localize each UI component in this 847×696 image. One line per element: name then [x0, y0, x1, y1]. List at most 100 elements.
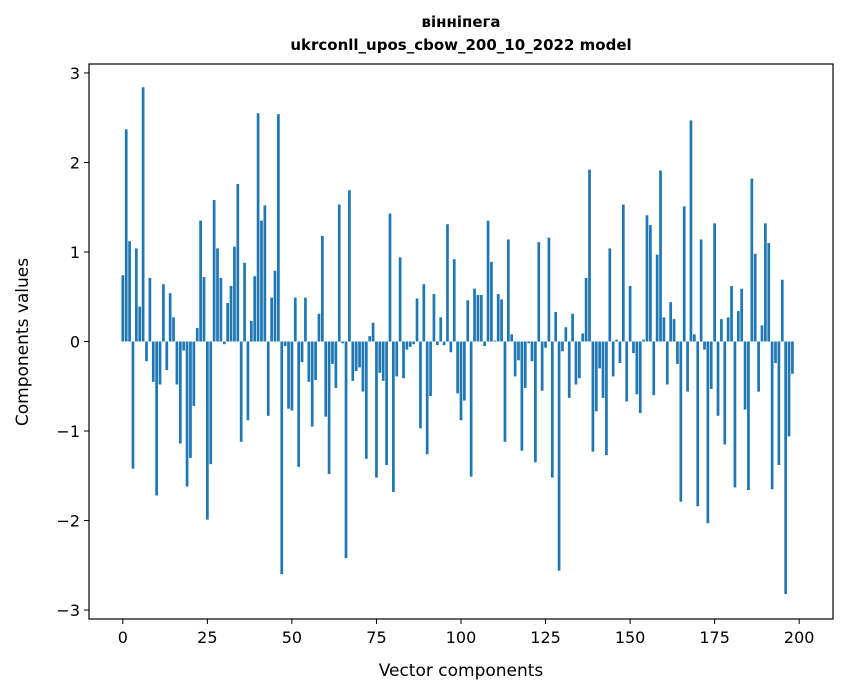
bar-10: [155, 341, 158, 496]
bar-6: [141, 87, 145, 342]
bar-114: [506, 239, 510, 342]
bar-28: [216, 248, 219, 342]
y-tick-label: 3: [70, 64, 80, 83]
y-tick-label: −2: [56, 512, 80, 531]
bar-39: [253, 276, 257, 342]
bar-14: [168, 293, 172, 342]
bar-140: [594, 341, 598, 412]
bar-150: [628, 286, 632, 342]
bar-172: [703, 341, 706, 350]
bar-87: [415, 298, 419, 342]
bar-47: [280, 341, 284, 575]
x-tick-label: 25: [197, 628, 217, 647]
bar-68: [351, 341, 355, 381]
y-tick-label: −1: [56, 422, 80, 441]
bar-93: [435, 341, 439, 346]
x-tick-label: 0: [118, 628, 128, 647]
bar-161: [665, 341, 669, 385]
bar-194: [777, 341, 781, 466]
x-tick-label: 200: [784, 628, 815, 647]
bar-162: [669, 302, 673, 342]
bar-165: [679, 341, 683, 502]
bar-163: [672, 319, 676, 342]
bar-117: [517, 341, 520, 361]
y-tick-label: 1: [70, 243, 80, 262]
bar-104: [473, 288, 476, 342]
bar-2: [128, 241, 131, 342]
bar-79: [388, 213, 392, 342]
bar-21: [192, 341, 196, 406]
bar-36: [243, 262, 246, 342]
plot-frame: [88, 63, 834, 620]
bar-144: [608, 248, 612, 342]
bar-42: [263, 205, 267, 342]
bar-105: [476, 294, 480, 342]
bar-198: [791, 341, 794, 374]
bar-86: [412, 341, 416, 345]
bar-95: [442, 341, 446, 346]
bar-141: [598, 341, 602, 369]
bar-134: [574, 341, 578, 385]
bar-8: [148, 277, 152, 342]
bar-74: [371, 322, 375, 342]
bar-29: [219, 277, 223, 342]
bar-143: [605, 341, 608, 456]
bar-149: [625, 341, 629, 402]
bar-59: [320, 235, 324, 342]
bar-164: [676, 341, 679, 364]
bar-120: [527, 341, 530, 344]
bar-106: [479, 294, 483, 342]
bar-187: [753, 253, 757, 342]
bar-55: [307, 341, 311, 382]
bar-11: [158, 341, 162, 385]
bar-38: [249, 320, 253, 342]
bar-12: [162, 284, 165, 342]
bar-51: [293, 297, 297, 342]
y-axis-label: Components values: [13, 258, 33, 426]
bar-147: [618, 341, 622, 363]
bar-103: [469, 341, 473, 477]
bar-48: [283, 341, 287, 346]
bar-159: [659, 170, 662, 342]
bar-46: [277, 114, 280, 342]
bar-30: [222, 341, 226, 345]
bar-127: [550, 341, 554, 478]
bar-180: [730, 286, 733, 342]
bar-137: [584, 277, 588, 342]
x-tick-label: 175: [699, 628, 730, 647]
bar-72: [364, 341, 368, 459]
bar-97: [449, 341, 453, 353]
bar-56: [310, 341, 314, 427]
bar-152: [635, 341, 639, 395]
bar-108: [486, 220, 490, 342]
bar-92: [432, 294, 436, 342]
bar-118: [520, 341, 524, 451]
bar-57: [314, 341, 317, 380]
bar-62: [331, 341, 334, 364]
x-tick-label: 50: [282, 628, 302, 647]
bar-145: [611, 341, 615, 377]
bar-166: [682, 206, 686, 342]
bar-190: [764, 223, 767, 342]
bar-131: [564, 327, 568, 342]
bar-52: [297, 341, 301, 467]
bar-197: [787, 341, 791, 437]
bar-37: [246, 341, 250, 421]
bar-126: [547, 237, 551, 342]
bar-156: [649, 225, 652, 342]
bar-148: [621, 204, 625, 342]
bar-176: [716, 341, 720, 416]
bar-65: [341, 341, 344, 344]
bar-1: [124, 129, 128, 342]
bar-71: [361, 341, 365, 392]
bar-31: [226, 303, 230, 342]
bar-64: [337, 204, 341, 342]
bar-102: [466, 300, 470, 342]
bar-169: [692, 334, 696, 342]
bar-99: [456, 341, 459, 394]
bar-121: [530, 341, 534, 362]
bar-19: [185, 341, 189, 487]
bar-24: [202, 277, 206, 342]
bar-171: [699, 239, 703, 342]
